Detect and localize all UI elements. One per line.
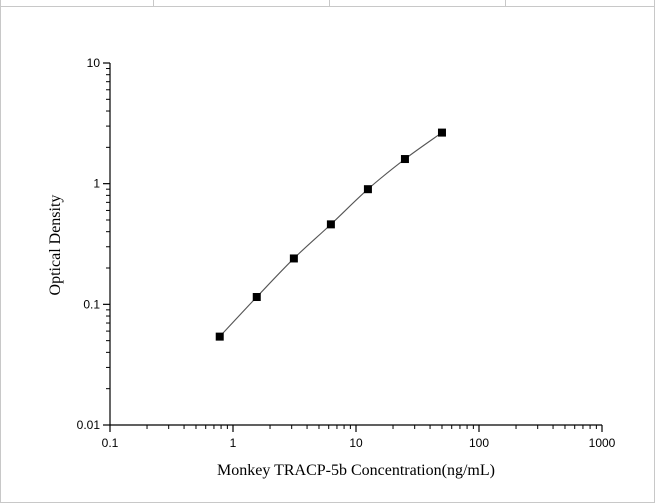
data-point	[437, 128, 446, 137]
y-tick-label: 0.01	[77, 418, 101, 432]
data-point	[326, 220, 335, 229]
data-point	[400, 155, 409, 164]
data-point	[289, 254, 298, 263]
data-points-layer	[215, 128, 446, 341]
x-tick-label: 100	[469, 436, 489, 450]
strip-divider	[153, 0, 154, 6]
x-tick-label: 10	[349, 436, 363, 450]
x-tick-label: 1000	[589, 436, 616, 450]
fit-curve-layer	[219, 132, 443, 337]
top-strip	[0, 0, 655, 7]
y-tick-label: 10	[87, 56, 101, 70]
data-point	[215, 332, 224, 341]
x-tick-label: 1	[230, 436, 237, 450]
y-tick-label: 1	[93, 177, 100, 191]
y-tick-label: 0.1	[83, 297, 100, 311]
x-tick-label: 0.1	[102, 436, 119, 450]
strip-divider	[505, 0, 506, 6]
axes-group	[103, 62, 603, 432]
data-point	[363, 185, 372, 194]
y-axis-title: Optical Density	[47, 195, 64, 296]
strip-divider	[329, 0, 330, 6]
x-axis-title: Monkey TRACP-5b Concentration(ng/mL)	[217, 462, 495, 479]
fit-curve	[219, 132, 443, 337]
data-point	[252, 293, 261, 302]
